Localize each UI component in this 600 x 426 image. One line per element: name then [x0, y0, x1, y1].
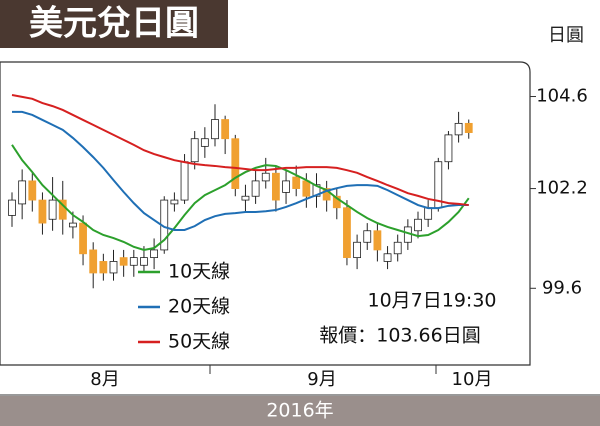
- candle-body: [190, 138, 199, 163]
- annotation: 10月7日19:30: [367, 290, 496, 312]
- candle-body: [393, 241, 402, 255]
- candle-body: [69, 222, 77, 228]
- candle-body: [261, 172, 270, 182]
- moving-average-line: [12, 110, 469, 231]
- candle-body: [99, 261, 108, 274]
- candle-body: [79, 222, 87, 255]
- candle-body: [200, 138, 209, 147]
- x-month-label: 8月: [90, 369, 119, 390]
- candle-body: [180, 161, 189, 201]
- chart-title: 美元兌日圓: [29, 4, 199, 44]
- y-tick-label: 102.2: [536, 178, 588, 199]
- candle-body: [170, 199, 179, 205]
- y-unit: 日圓: [548, 25, 584, 46]
- legend-label: 20天線: [168, 296, 230, 318]
- candle-body: [332, 195, 341, 209]
- candle-body: [28, 180, 37, 201]
- candle-body: [464, 122, 473, 133]
- candle-body: [282, 180, 290, 193]
- y-tick-label: 104.6: [536, 86, 588, 107]
- candle-body: [18, 180, 27, 205]
- y-tick-label: 99.6: [542, 277, 582, 298]
- candle-body: [312, 184, 321, 197]
- candle-body: [140, 257, 148, 266]
- moving-average-line: [11, 94, 469, 207]
- candle-body: [343, 207, 351, 259]
- candle-body: [241, 195, 250, 201]
- candle-body: [353, 241, 362, 259]
- candle-body: [38, 199, 47, 224]
- candle-body: [48, 199, 57, 220]
- candle-body: [8, 199, 16, 216]
- x-month-label: 9月: [307, 369, 336, 390]
- candle-body: [251, 180, 260, 197]
- candle-body: [363, 230, 372, 243]
- candle-body: [322, 188, 331, 201]
- legend-label: 10天線: [168, 261, 230, 283]
- moving-average-line: [11, 144, 470, 251]
- annotation: 報價：103.66日圓: [319, 325, 480, 347]
- candle-body: [383, 253, 392, 262]
- candle-body: [231, 138, 240, 189]
- candle-body: [271, 172, 280, 201]
- candle-body: [119, 257, 128, 266]
- candle-body: [454, 122, 463, 136]
- candle-body: [89, 249, 98, 274]
- candle-body: [373, 230, 382, 251]
- plot-frame: [0, 61, 531, 366]
- candle-body: [211, 119, 219, 140]
- candle-body: [424, 207, 433, 220]
- legend-label: 50天線: [168, 331, 230, 353]
- year-band: [0, 396, 600, 426]
- year-label: 2016年: [266, 400, 333, 422]
- candle-body: [129, 257, 138, 266]
- candle-body: [150, 249, 159, 259]
- x-month-label: 10月: [452, 369, 493, 390]
- candle-body: [414, 218, 422, 232]
- title-box: [0, 0, 228, 48]
- candle-body: [292, 176, 301, 189]
- candle-body: [444, 134, 453, 163]
- candle-body: [109, 261, 118, 274]
- candle-body: [221, 119, 230, 140]
- candle-body: [302, 180, 311, 197]
